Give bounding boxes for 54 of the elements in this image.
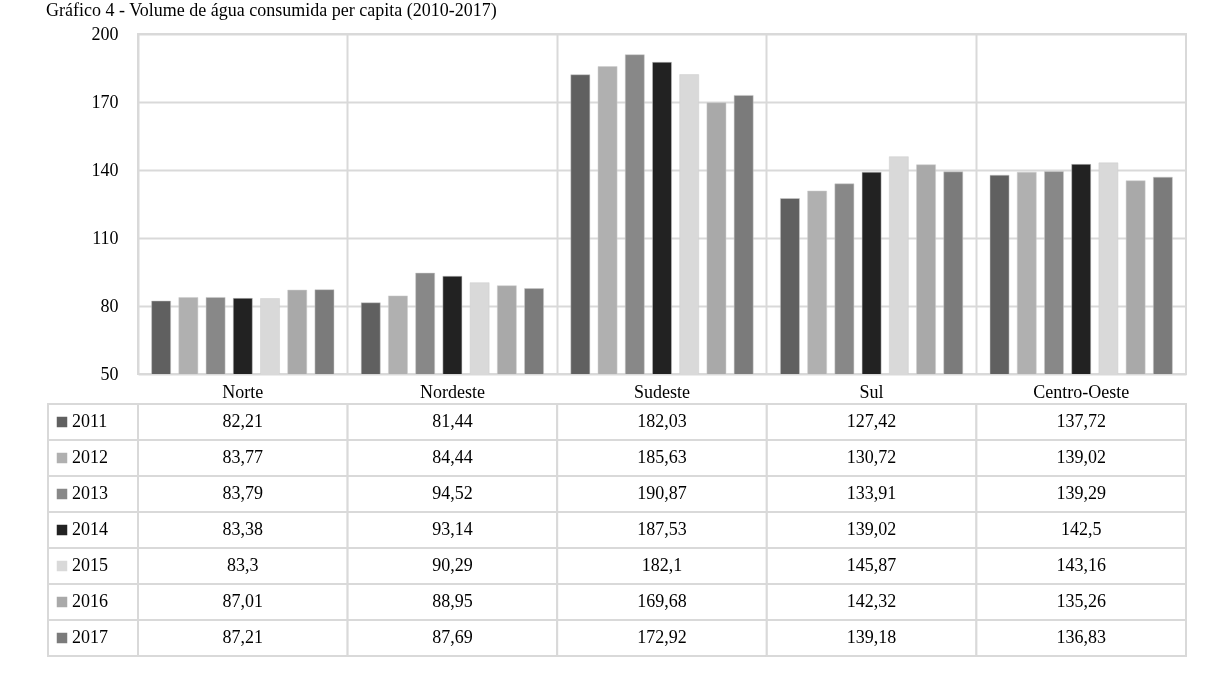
data-label: 139,29 (1056, 483, 1106, 503)
data-label: 87,69 (432, 627, 473, 647)
x-tick-label: Norte (222, 381, 264, 402)
data-label: 88,95 (432, 591, 473, 611)
data-label: 142,32 (846, 591, 897, 611)
data-label: 83,3 (227, 555, 259, 575)
legend-label: 2012 (72, 447, 108, 467)
data-label: 172,92 (637, 627, 687, 647)
data-label: 90,29 (432, 555, 473, 575)
y-tick-label: 110 (92, 227, 119, 248)
data-label: 133,91 (846, 483, 897, 503)
data-label: 83,38 (222, 519, 264, 539)
data-label: 142,5 (1060, 519, 1102, 539)
data-label: 137,72 (1056, 411, 1106, 431)
data-label: 139,02 (846, 519, 897, 539)
data-label: 136,83 (1056, 627, 1106, 647)
y-tick-label: 80 (100, 295, 119, 316)
x-tick-label: Sudeste (634, 381, 691, 402)
y-tick-label: 170 (91, 91, 119, 112)
data-label: 93,14 (432, 519, 473, 539)
legend-label: 2013 (72, 483, 108, 503)
data-label: 187,53 (637, 519, 687, 539)
legend-label: 2016 (72, 591, 108, 611)
legend-label: 2017 (72, 627, 108, 647)
data-label: 185,63 (637, 447, 687, 467)
data-label: 87,21 (222, 627, 264, 647)
legend-label: 2014 (72, 519, 108, 539)
x-tick-label: Centro-Oeste (1033, 381, 1130, 402)
data-label: 83,77 (222, 447, 264, 467)
data-label: 81,44 (432, 411, 473, 431)
data-label: 182,1 (641, 555, 683, 575)
y-tick-label: 50 (100, 363, 119, 384)
x-tick-label: Sul (859, 381, 884, 402)
data-label: 145,87 (846, 555, 897, 575)
data-label: 182,03 (637, 411, 687, 431)
data-label: 139,18 (846, 627, 897, 647)
x-tick-label: Nordeste (419, 381, 485, 402)
y-tick-label: 140 (91, 159, 119, 180)
data-label: 84,44 (432, 447, 473, 467)
data-label: 127,42 (846, 411, 897, 431)
data-label: 143,16 (1056, 555, 1106, 575)
data-label: 130,72 (846, 447, 897, 467)
data-label: 83,79 (222, 483, 264, 503)
data-label: 94,52 (432, 483, 473, 503)
data-label: 190,87 (637, 483, 687, 503)
data-label: 82,21 (222, 411, 264, 431)
chart-title: Gráfico 4 - Volume de água consumida per capita (2010-2017) (46, 0, 497, 21)
y-tick-label: 200 (91, 23, 119, 44)
data-label: 87,01 (222, 591, 264, 611)
legend-label: 2011 (72, 411, 108, 431)
legend-label: 2015 (72, 555, 108, 575)
data-label: 135,26 (1056, 591, 1106, 611)
data-label: 169,68 (637, 591, 687, 611)
data-label: 139,02 (1056, 447, 1106, 467)
